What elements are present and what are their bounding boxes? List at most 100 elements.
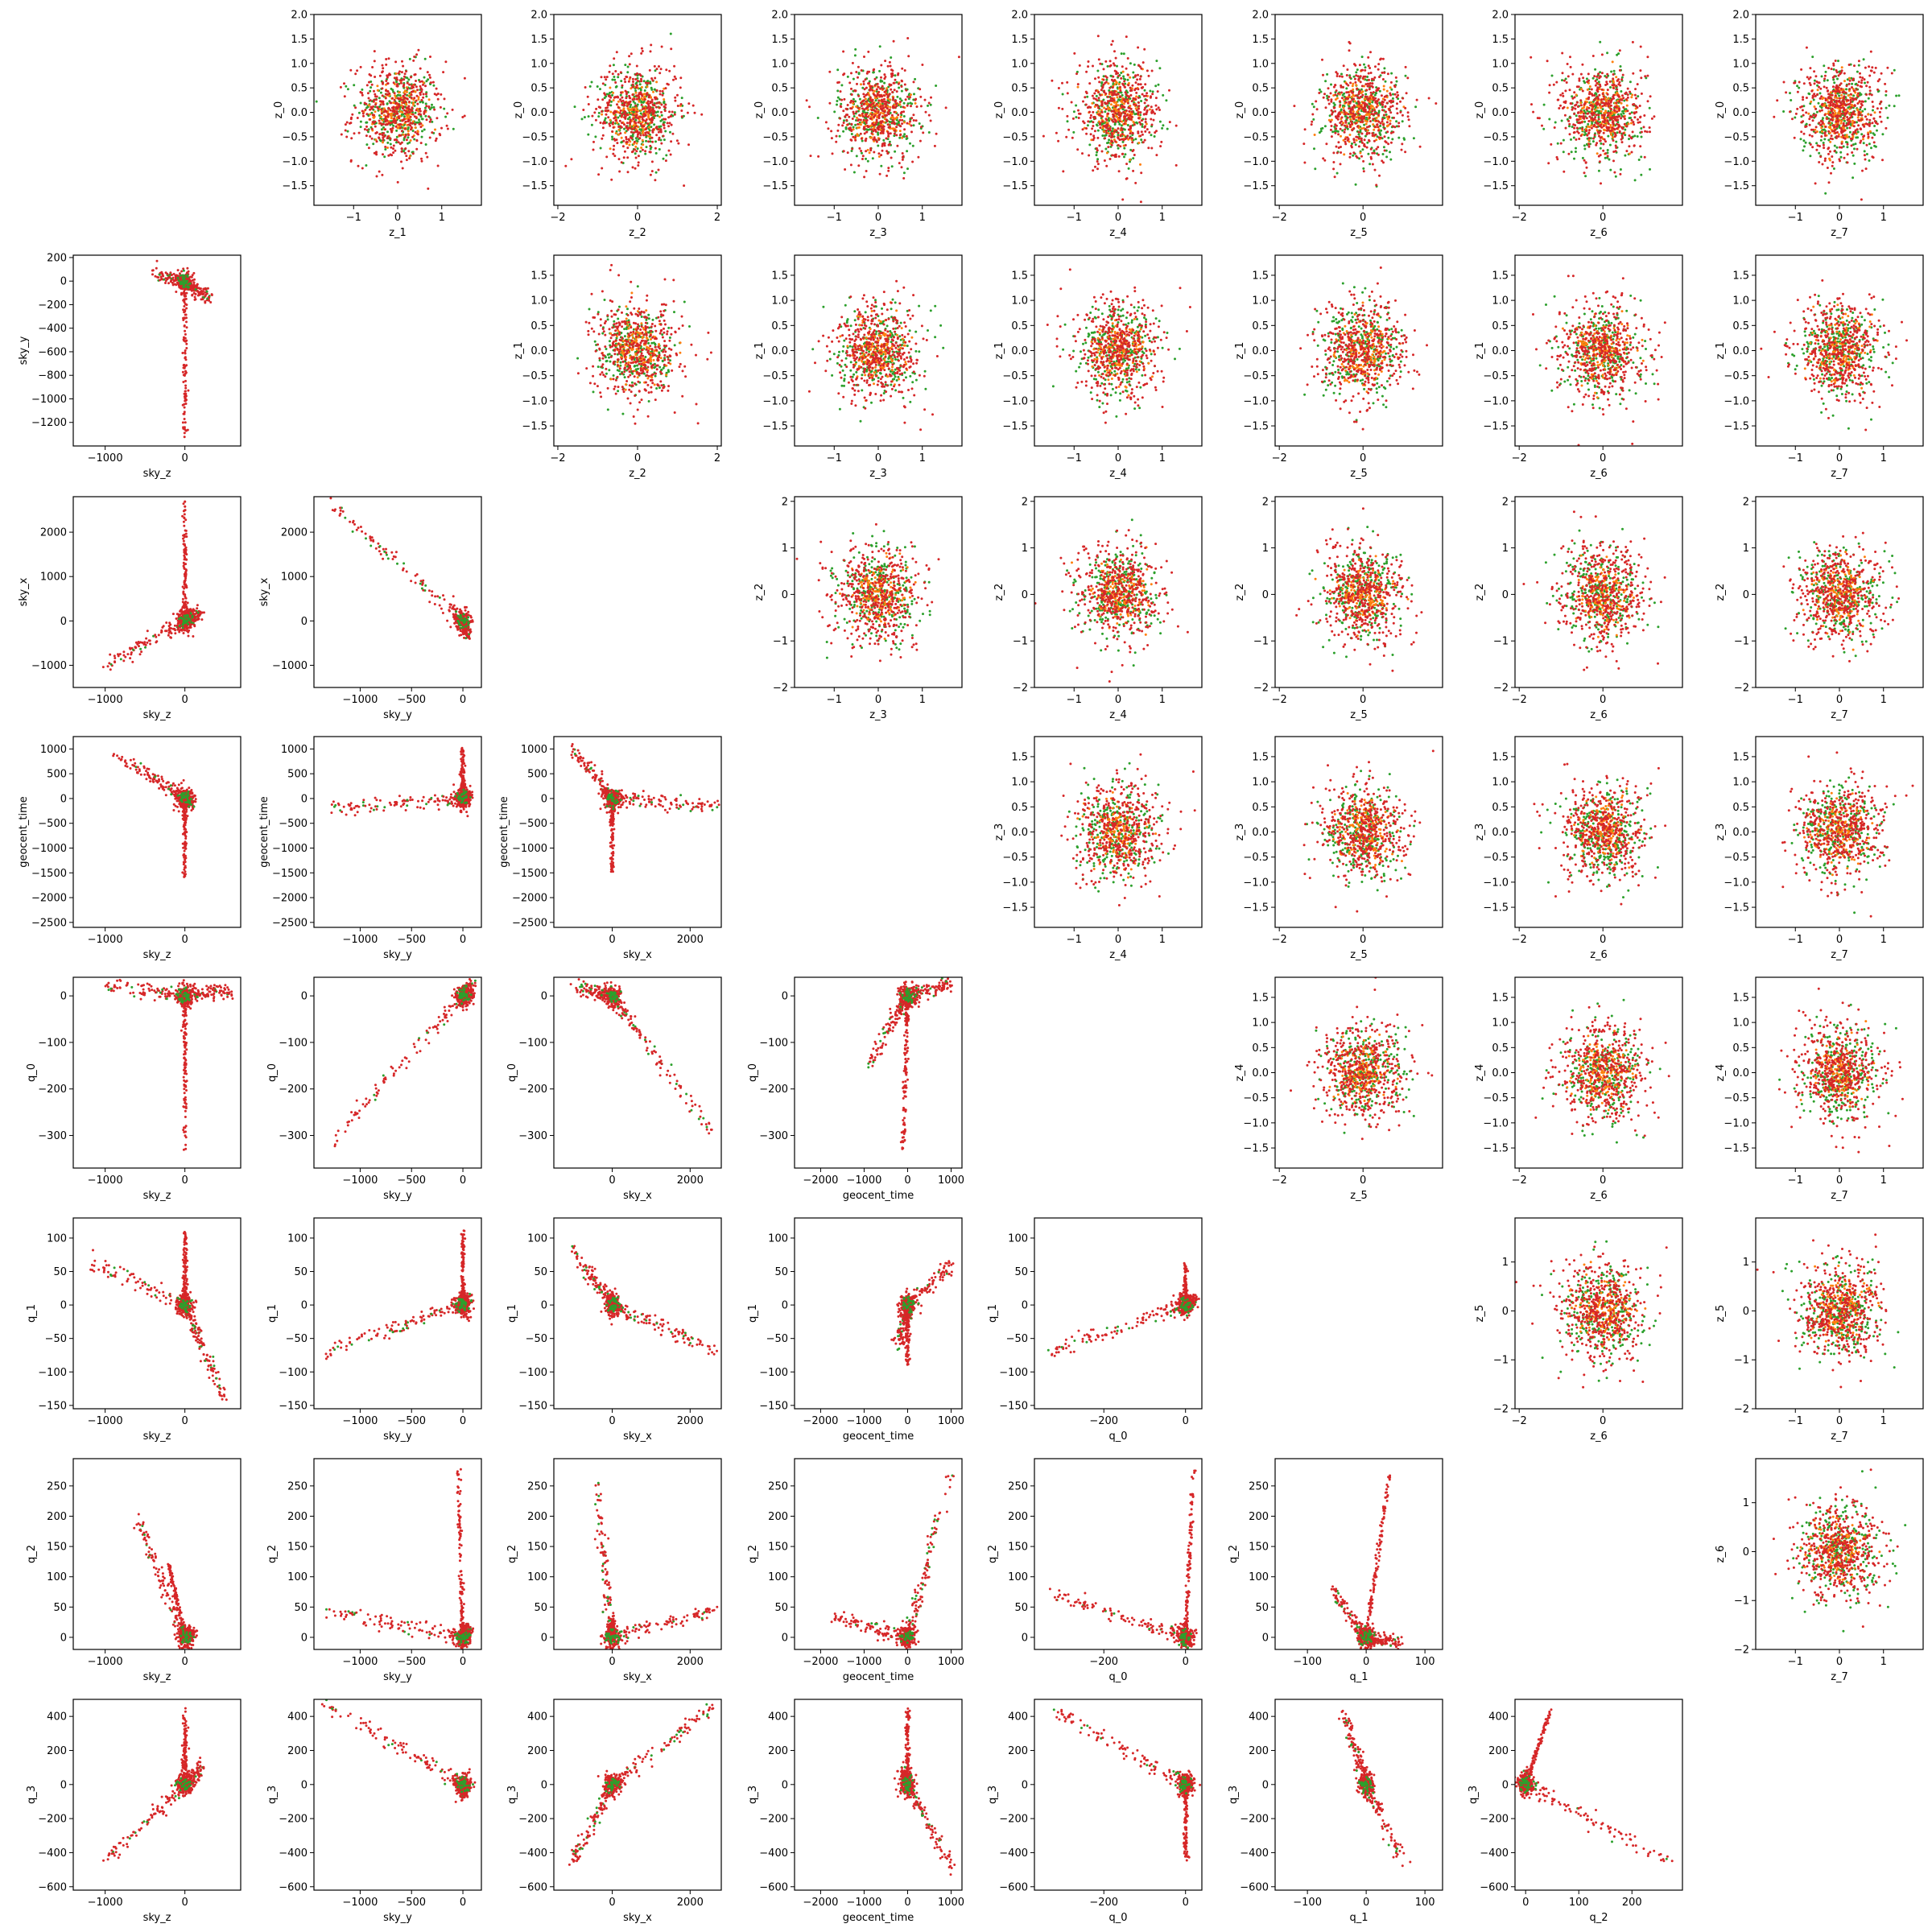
point-red (891, 91, 894, 93)
point-red (649, 173, 652, 176)
point-green (894, 74, 897, 77)
point-green (365, 207, 368, 209)
point-green (365, 164, 368, 167)
point-red (1640, 76, 1643, 80)
point-green (673, 111, 676, 114)
point-orange (1129, 158, 1132, 161)
point-green (398, 94, 402, 97)
point-red (397, 115, 400, 118)
point-red (1085, 127, 1088, 130)
point-red (1571, 108, 1574, 111)
point-green (380, 128, 383, 131)
point-red (1381, 100, 1384, 103)
point-red (405, 70, 408, 73)
point-green (1161, 126, 1164, 130)
point-red (1071, 136, 1074, 139)
point-red (349, 118, 353, 121)
point-orange (1604, 109, 1608, 113)
point-green (1606, 149, 1609, 151)
point-red (626, 171, 630, 174)
point-red (1084, 96, 1087, 99)
point-green (1412, 137, 1415, 140)
point-orange (394, 72, 398, 75)
point-red (1113, 130, 1116, 133)
point-red (1350, 120, 1353, 123)
point-red (914, 98, 917, 101)
point-orange (1615, 76, 1618, 79)
point-red (1344, 97, 1348, 100)
point-red (1600, 126, 1604, 129)
point-red (880, 108, 883, 111)
y-tick-label: 0.0 (771, 107, 788, 119)
point-red (1134, 104, 1137, 107)
point-red (851, 118, 854, 120)
point-green (927, 131, 931, 134)
point-red (878, 172, 881, 175)
point-red (1341, 97, 1344, 100)
point-red (425, 118, 428, 122)
x-axis-label: z_5 (1350, 227, 1368, 239)
point-green (396, 93, 399, 97)
point-red (1608, 102, 1611, 105)
point-red (680, 115, 683, 118)
point-red (1381, 71, 1384, 74)
point-red (612, 126, 615, 129)
point-red (911, 160, 914, 163)
point-red (1150, 69, 1154, 72)
point-red (427, 105, 431, 109)
point-red (1380, 94, 1383, 97)
point-red (391, 126, 394, 130)
point-red (850, 99, 853, 102)
point-red (903, 128, 906, 131)
point-red (881, 130, 885, 133)
point-red (1121, 133, 1124, 135)
point-orange (1611, 60, 1614, 64)
point-red (1618, 131, 1621, 134)
point-green (871, 157, 874, 160)
point-red (1352, 151, 1356, 155)
point-red (1337, 147, 1340, 149)
point-green (1373, 93, 1377, 97)
y-tick-label: 2.0 (530, 10, 547, 22)
point-red (1364, 128, 1368, 131)
point-red (1356, 87, 1359, 90)
point-red (901, 152, 904, 155)
point-orange (1389, 86, 1392, 89)
point-red (1084, 103, 1088, 106)
point-red (1356, 125, 1359, 128)
point-green (634, 89, 638, 93)
point-red (419, 126, 423, 129)
point-green (1095, 94, 1098, 97)
point-red (671, 132, 675, 135)
point-red (1357, 77, 1360, 80)
point-red (863, 88, 866, 91)
point-red (867, 82, 870, 85)
point-red (621, 145, 625, 148)
point-green (1129, 148, 1133, 151)
point-red (839, 90, 842, 93)
point-red (1596, 142, 1599, 145)
point-orange (1607, 97, 1610, 100)
point-red (395, 78, 398, 81)
point-red (1620, 135, 1624, 138)
point-red (625, 76, 629, 79)
point-red (673, 75, 676, 78)
point-red (592, 140, 595, 143)
point-red (1139, 134, 1142, 138)
point-red (374, 76, 377, 78)
point-green (1587, 122, 1590, 126)
point-red (415, 109, 418, 112)
point-green (866, 159, 869, 163)
point-green (1141, 125, 1144, 128)
point-red (848, 81, 852, 85)
point-red (344, 129, 347, 132)
point-green (395, 135, 398, 138)
point-green (597, 115, 601, 118)
point-green (315, 100, 318, 103)
point-red (1578, 79, 1581, 82)
point-red (1097, 58, 1100, 61)
point-orange (891, 127, 894, 130)
point-red (1630, 151, 1633, 154)
point-red (1357, 145, 1360, 148)
point-red (630, 52, 633, 56)
